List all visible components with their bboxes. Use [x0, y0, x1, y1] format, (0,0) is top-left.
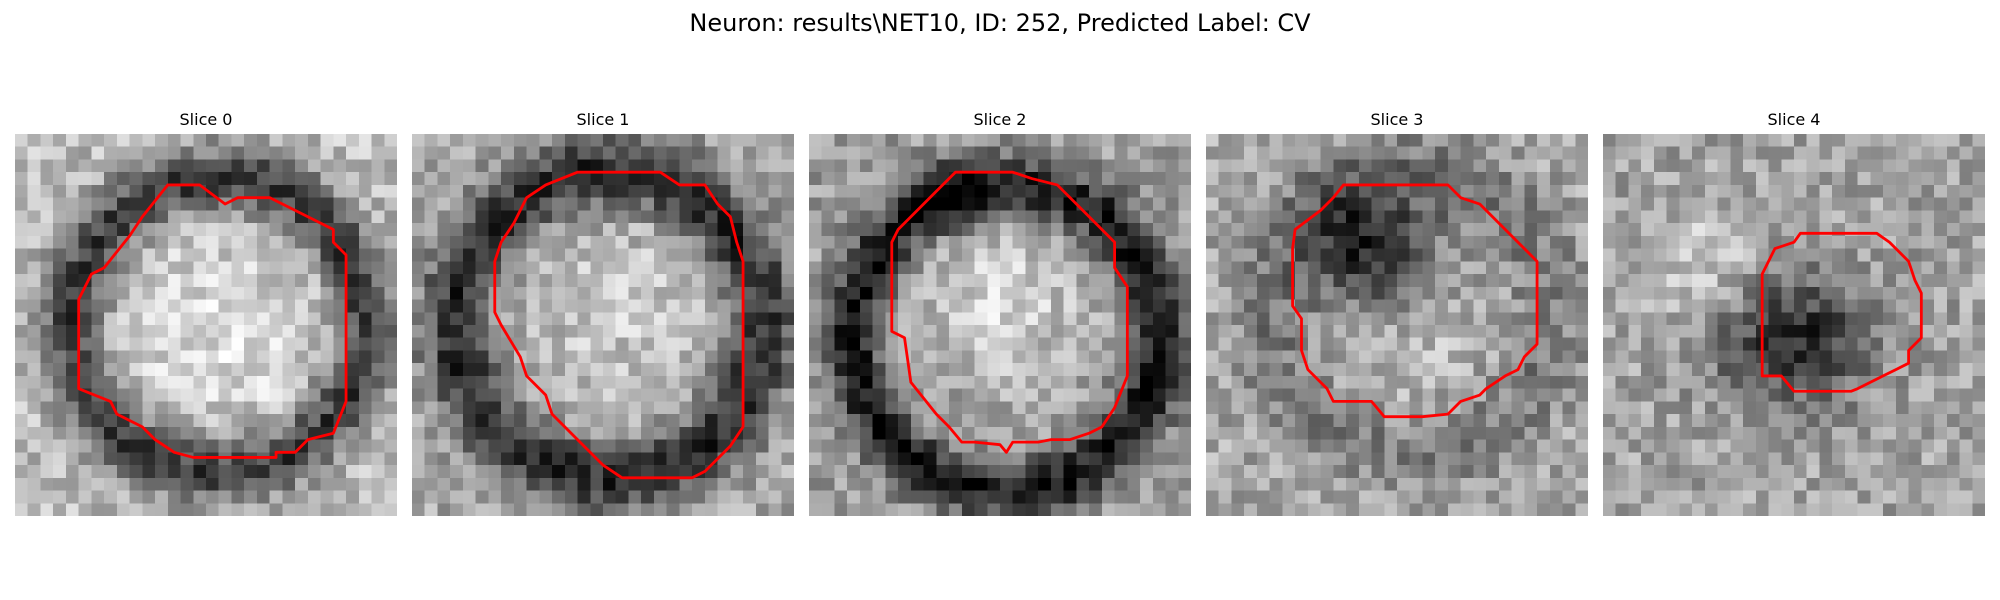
slice-panel-2: Slice 2	[809, 108, 1191, 516]
roi-contour-3	[1291, 183, 1539, 419]
slice-panel-3: Slice 3	[1206, 108, 1588, 516]
slice-title-2: Slice 2	[973, 110, 1027, 129]
roi-contour-4	[1760, 231, 1923, 393]
slice-title-3: Slice 3	[1370, 110, 1424, 129]
slice-image-4	[1603, 134, 1985, 516]
slice-title-4: Slice 4	[1767, 110, 1821, 129]
slice-title-1: Slice 1	[576, 110, 630, 129]
slice-panel-4: Slice 4	[1603, 108, 1985, 516]
roi-contour-0	[77, 183, 348, 459]
slice-panel-0: Slice 0	[15, 108, 397, 516]
figure-title: Neuron: results\NET10, ID: 252, Predicte…	[689, 9, 1311, 37]
slice-image-3	[1206, 134, 1588, 516]
roi-contour-1	[493, 170, 745, 480]
slice-image-0	[15, 134, 397, 516]
roi-contour-2	[890, 170, 1129, 454]
slice-title-0: Slice 0	[179, 110, 233, 129]
slice-image-2	[809, 134, 1191, 516]
slice-image-1	[412, 134, 794, 516]
slice-panel-1: Slice 1	[412, 108, 794, 516]
